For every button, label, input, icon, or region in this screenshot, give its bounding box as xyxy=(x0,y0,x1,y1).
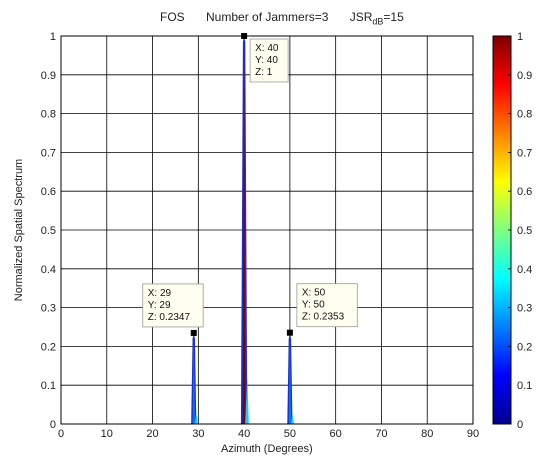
x-tick-label: 60 xyxy=(330,428,342,440)
title-jsr: JSRdB=15 xyxy=(349,10,404,27)
title-jammers: Number of Jammers=3 xyxy=(206,10,329,24)
y-tick-label: 0 xyxy=(50,419,56,431)
datatip-line: X: 29 xyxy=(148,288,172,299)
title-jsr-prefix: JSR xyxy=(349,10,373,24)
colorbar-tick-label: 0.1 xyxy=(517,380,532,392)
y-tick-label: 0.3 xyxy=(41,303,56,315)
datatip-marker xyxy=(286,329,293,336)
y-axis-label: Normalized Spatial Spectrum xyxy=(13,158,25,302)
datatip-line: Z: 1 xyxy=(255,67,273,78)
datatip-line: Z: 0.2353 xyxy=(302,312,345,323)
datatip-box xyxy=(296,283,358,328)
x-tick-label: 50 xyxy=(284,428,296,440)
datatip-line: Y: 40 xyxy=(255,55,278,66)
y-tick-label: 0.6 xyxy=(41,186,56,198)
axes-frame xyxy=(60,35,474,425)
datatip-line: X: 40 xyxy=(255,43,279,54)
peak-core xyxy=(288,334,292,424)
y-tick-label: 0.7 xyxy=(41,147,56,159)
datatip-line: Y: 29 xyxy=(148,300,171,311)
colorbar-tick-label: 0.2 xyxy=(517,341,532,353)
y-tick-label: 0.2 xyxy=(41,341,56,353)
y-tick-label: 0.4 xyxy=(41,264,56,276)
peak-side xyxy=(245,377,249,424)
colorbar-tick-label: 0.3 xyxy=(517,303,532,315)
peak-core xyxy=(242,38,246,424)
colorbar-tick-label: 1 xyxy=(517,31,523,43)
x-tick-label: 90 xyxy=(467,428,479,440)
datatip-line: Z: 0.2347 xyxy=(148,312,191,323)
datatip-marker xyxy=(190,329,197,336)
datatip-box xyxy=(249,38,289,83)
colorbar-tick-label: 0.8 xyxy=(517,109,532,121)
x-tick-label: 30 xyxy=(192,428,204,440)
title-jsr-suffix: =15 xyxy=(383,10,404,24)
y-tick-label: 1 xyxy=(50,31,56,43)
title-method: FOS xyxy=(160,10,185,24)
x-tick-label: 10 xyxy=(101,428,113,440)
y-tick-label: 0.9 xyxy=(41,70,56,82)
x-tick-label: 40 xyxy=(238,428,250,440)
y-tick-label: 0.8 xyxy=(41,109,56,121)
title-jsr-sub: dB xyxy=(372,16,384,27)
peak-side xyxy=(290,413,294,424)
x-tick-label: 20 xyxy=(146,428,158,440)
x-tick-label: 0 xyxy=(58,428,64,440)
colorbar-tick-label: 0.5 xyxy=(517,225,532,237)
datatip-box xyxy=(142,283,204,328)
y-tick-label: 0.1 xyxy=(41,380,56,392)
x-axis-label: Azimuth (Degrees) xyxy=(221,443,313,455)
chart-title: FOS Number of Jammers=3 JSRdB=15 xyxy=(160,10,422,26)
colorbar-tick-label: 0.6 xyxy=(517,186,532,198)
colorbar-tick-label: 0.4 xyxy=(517,264,532,276)
peak-side xyxy=(194,413,198,424)
peak-core xyxy=(192,334,195,424)
x-tick-label: 80 xyxy=(421,428,433,440)
datatip-line: Y: 50 xyxy=(302,300,325,311)
colorbar-tick-label: 0.7 xyxy=(517,147,532,159)
colorbar-tick-label: 0 xyxy=(517,419,523,431)
x-tick-label: 70 xyxy=(375,428,387,440)
colorbar-tick-label: 0.9 xyxy=(517,70,532,82)
datatip-line: X: 50 xyxy=(302,288,326,299)
y-tick-label: 0.5 xyxy=(41,225,56,237)
